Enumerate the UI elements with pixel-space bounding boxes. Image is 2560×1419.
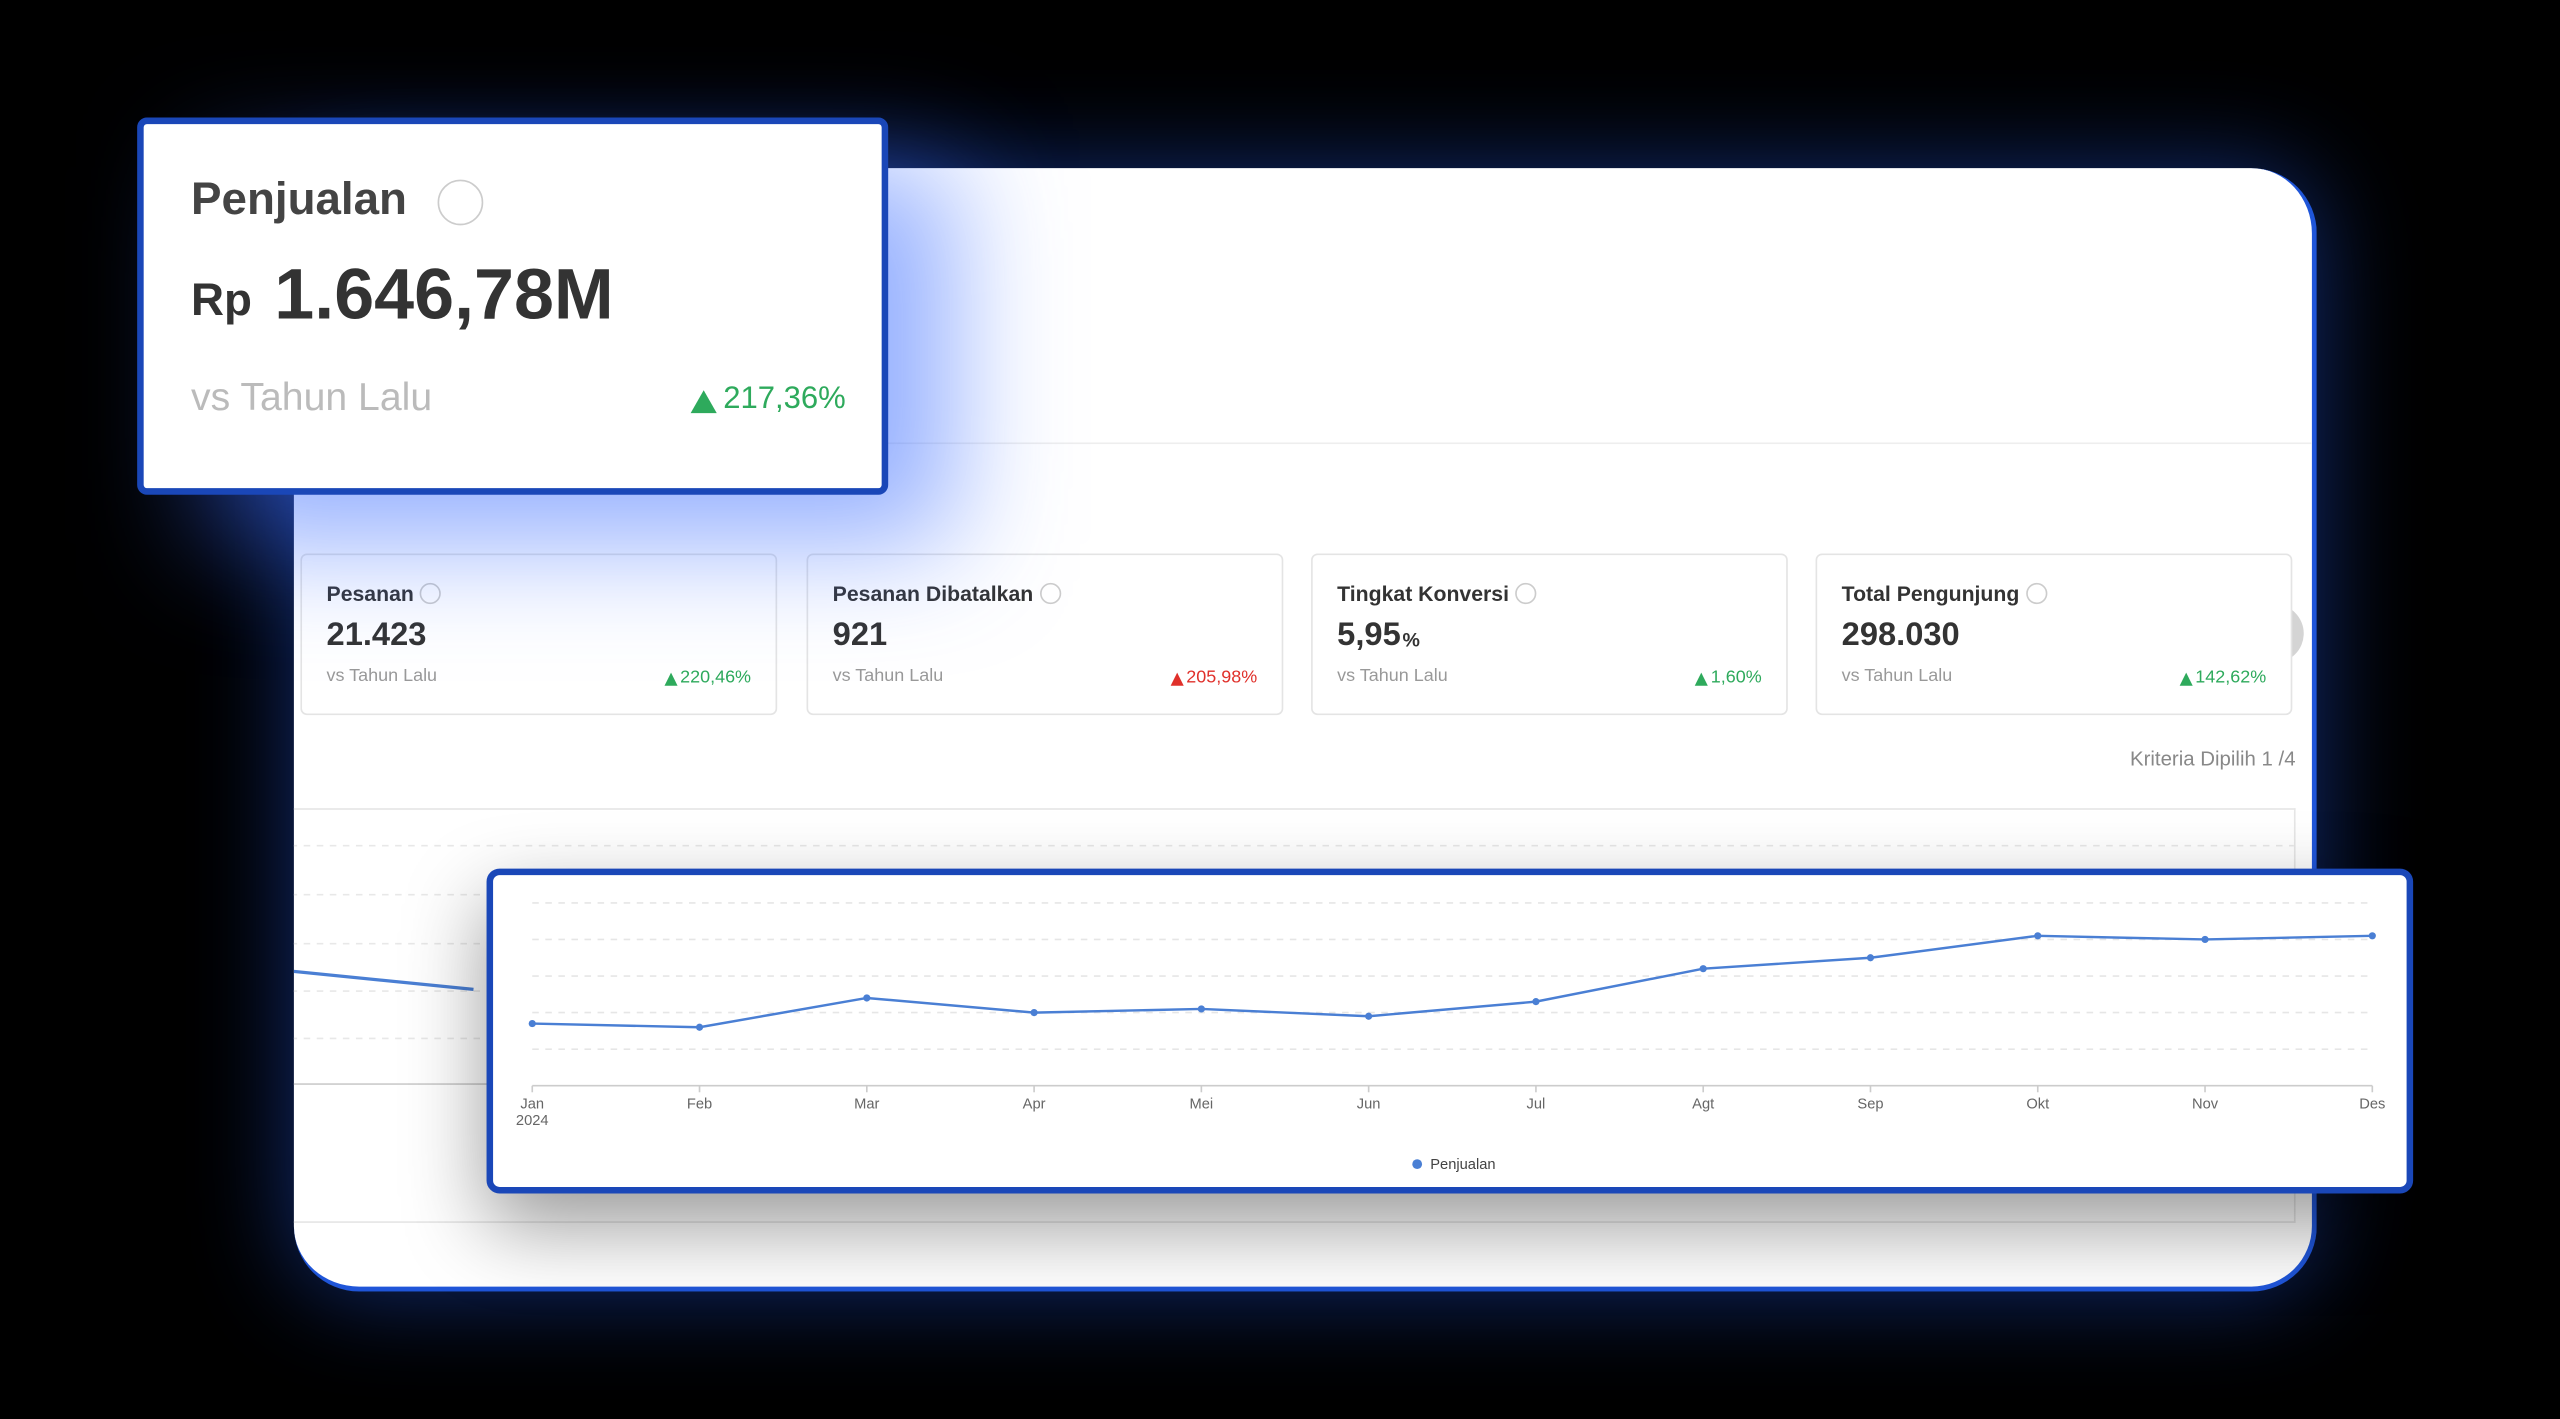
x-tick-label: Des [2359, 1097, 2385, 1113]
x-tick-label: Nov [2192, 1097, 2219, 1113]
data-point [1699, 965, 1707, 973]
data-point [1030, 1009, 1038, 1017]
x-tick-label: Mar [854, 1097, 879, 1113]
metric-comparison: vs Tahun Lalu [1337, 666, 1448, 686]
up-arrow-icon [1170, 672, 1184, 686]
x-tick-label: Mei [1190, 1097, 1214, 1113]
legend-marker [1412, 1159, 1423, 1170]
bg-line [293, 969, 474, 992]
data-point [1532, 998, 1540, 1006]
metric-card: Tingkat Konversi 5,95% vs Tahun Lalu 1,60% [1311, 553, 1788, 716]
metric-change: 1,60% [1710, 667, 1762, 688]
x-year-label: 2024 [516, 1113, 549, 1129]
series-line [532, 934, 2373, 1029]
up-arrow-icon [1694, 672, 1708, 686]
x-tick-label: Apr [1023, 1097, 1046, 1113]
metric-value: 5,95 [1337, 617, 1401, 654]
metric-unit: % [1402, 628, 1420, 652]
main-card: Penjualan Rp 1.646,78M vs Tahun Lalu 217,36% [137, 117, 889, 495]
data-point [2368, 932, 2376, 940]
currency: Rp [191, 274, 252, 325]
main-value: 1.646,78M [274, 254, 614, 335]
data-point [1365, 1012, 1373, 1020]
metric-title: Pesanan Dibatalkan [832, 581, 1034, 606]
data-point [1197, 1005, 1205, 1013]
help-icon [419, 582, 441, 605]
legend-label: Penjualan [1430, 1157, 1495, 1173]
x-tick-label: Jul [1527, 1097, 1546, 1113]
metric-title: Tingkat Konversi [1337, 581, 1509, 606]
data-point [863, 994, 871, 1002]
help-icon [1515, 582, 1537, 605]
x-tick-label: Sep [1857, 1097, 1883, 1113]
metric-change: 220,46% [680, 667, 752, 688]
x-tick-label: Feb [687, 1097, 712, 1113]
metric-card: Pesanan 21.423 vs Tahun Lalu 220,46% [300, 553, 778, 716]
metric-comparison: vs Tahun Lalu [1841, 666, 1953, 686]
data-point [1866, 954, 1875, 962]
data-point [2201, 935, 2209, 944]
up-arrow-icon [664, 672, 678, 686]
data-point [2034, 932, 2042, 940]
metric-change: 142,62% [2195, 667, 2267, 688]
line-chart: Jan Feb Mar Apr Mei Jun Jul Agt Sep Okt Nov Des 2024… [516, 902, 2385, 1173]
chart-card: Jan Feb Mar Apr Mei Jun Jul Agt Sep Okt Nov Des 2024… [486, 868, 2414, 1194]
comparison: vs Tahun Lalu [191, 375, 433, 420]
x-tick-label: Jun [1357, 1097, 1381, 1113]
help-icon [2026, 582, 2048, 605]
data-point [695, 1023, 704, 1031]
metric-value: 298.030 [1841, 617, 1960, 654]
criteria: Kriteria Dipilih 1 /4 [2129, 747, 2296, 771]
help-icon [437, 179, 484, 226]
card-title: Penjualan [191, 173, 407, 224]
x-tick-label: Agt [1692, 1097, 1714, 1113]
metric-change: 205,98% [1186, 667, 1258, 688]
up-arrow-icon [690, 390, 717, 414]
metric-value: 21.423 [326, 617, 427, 654]
metric-card: Pesanan Dibatalkan 921 vs Tahun Lalu 205,98… [806, 553, 1284, 716]
change: 217,36% [723, 382, 846, 417]
x-tick-label: Jan [520, 1097, 544, 1113]
help-icon [1040, 582, 1062, 605]
metric-title: Pesanan [326, 581, 414, 606]
metric-comparison: vs Tahun Lalu [326, 666, 438, 686]
data-point [528, 1019, 536, 1028]
metric-title: Total Pengunjung [1841, 581, 2020, 606]
x-tick-label: Okt [2026, 1097, 2049, 1113]
up-arrow-icon [2179, 672, 2193, 686]
divider [293, 442, 2312, 445]
metric-comparison: vs Tahun Lalu [832, 666, 944, 686]
metric-value: 921 [832, 617, 888, 654]
metric-card: Total Pengunjung 298.030 vs Tahun Lalu 142,… [1815, 553, 2293, 716]
